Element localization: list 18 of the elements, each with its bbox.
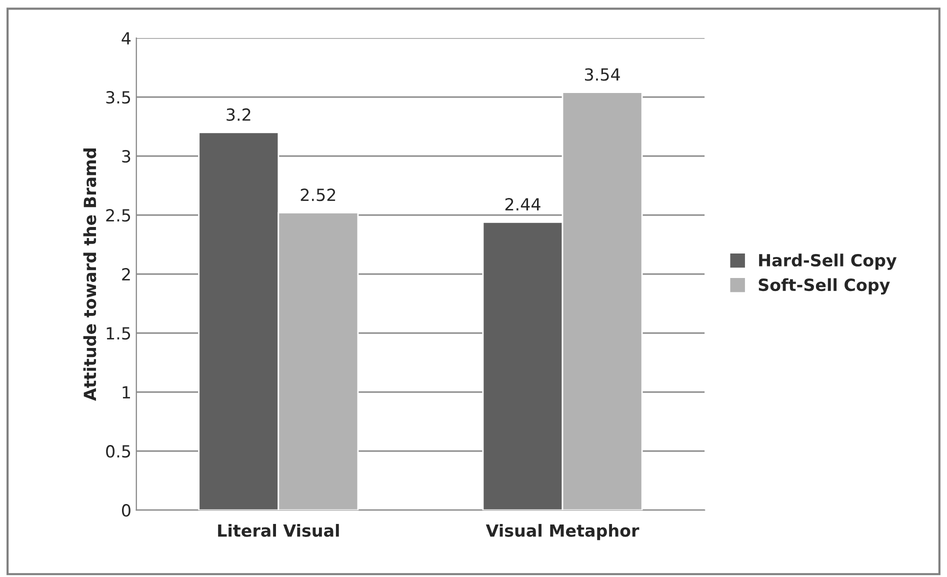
y-tick-label: 1.5	[106, 327, 130, 340]
y-tick-label: 1	[122, 386, 130, 398]
data-label: 2.52	[300, 188, 336, 202]
y-axis-title: Attitude toward the Bramd	[83, 148, 96, 401]
data-label: 3.2	[226, 108, 250, 121]
x-tick-label: Visual Metaphor	[486, 524, 640, 540]
data-label: 3.54	[585, 68, 620, 81]
y-tick-label: 2	[122, 268, 130, 280]
x-tick-label: Literal Visual	[218, 524, 339, 537]
y-tick-label: 4	[122, 32, 131, 44]
y-tick-label: 3	[122, 150, 130, 163]
y-tick-label: 0	[122, 504, 130, 517]
legend-label: Soft-Sell Copy	[758, 278, 890, 294]
y-tick-label: 0.5	[106, 445, 130, 458]
y-tick-label: 2.5	[106, 209, 130, 222]
data-label: 2.44	[505, 198, 540, 210]
y-tick-label: 3.5	[106, 91, 130, 104]
legend-label: Hard-Sell Copy	[759, 254, 897, 270]
